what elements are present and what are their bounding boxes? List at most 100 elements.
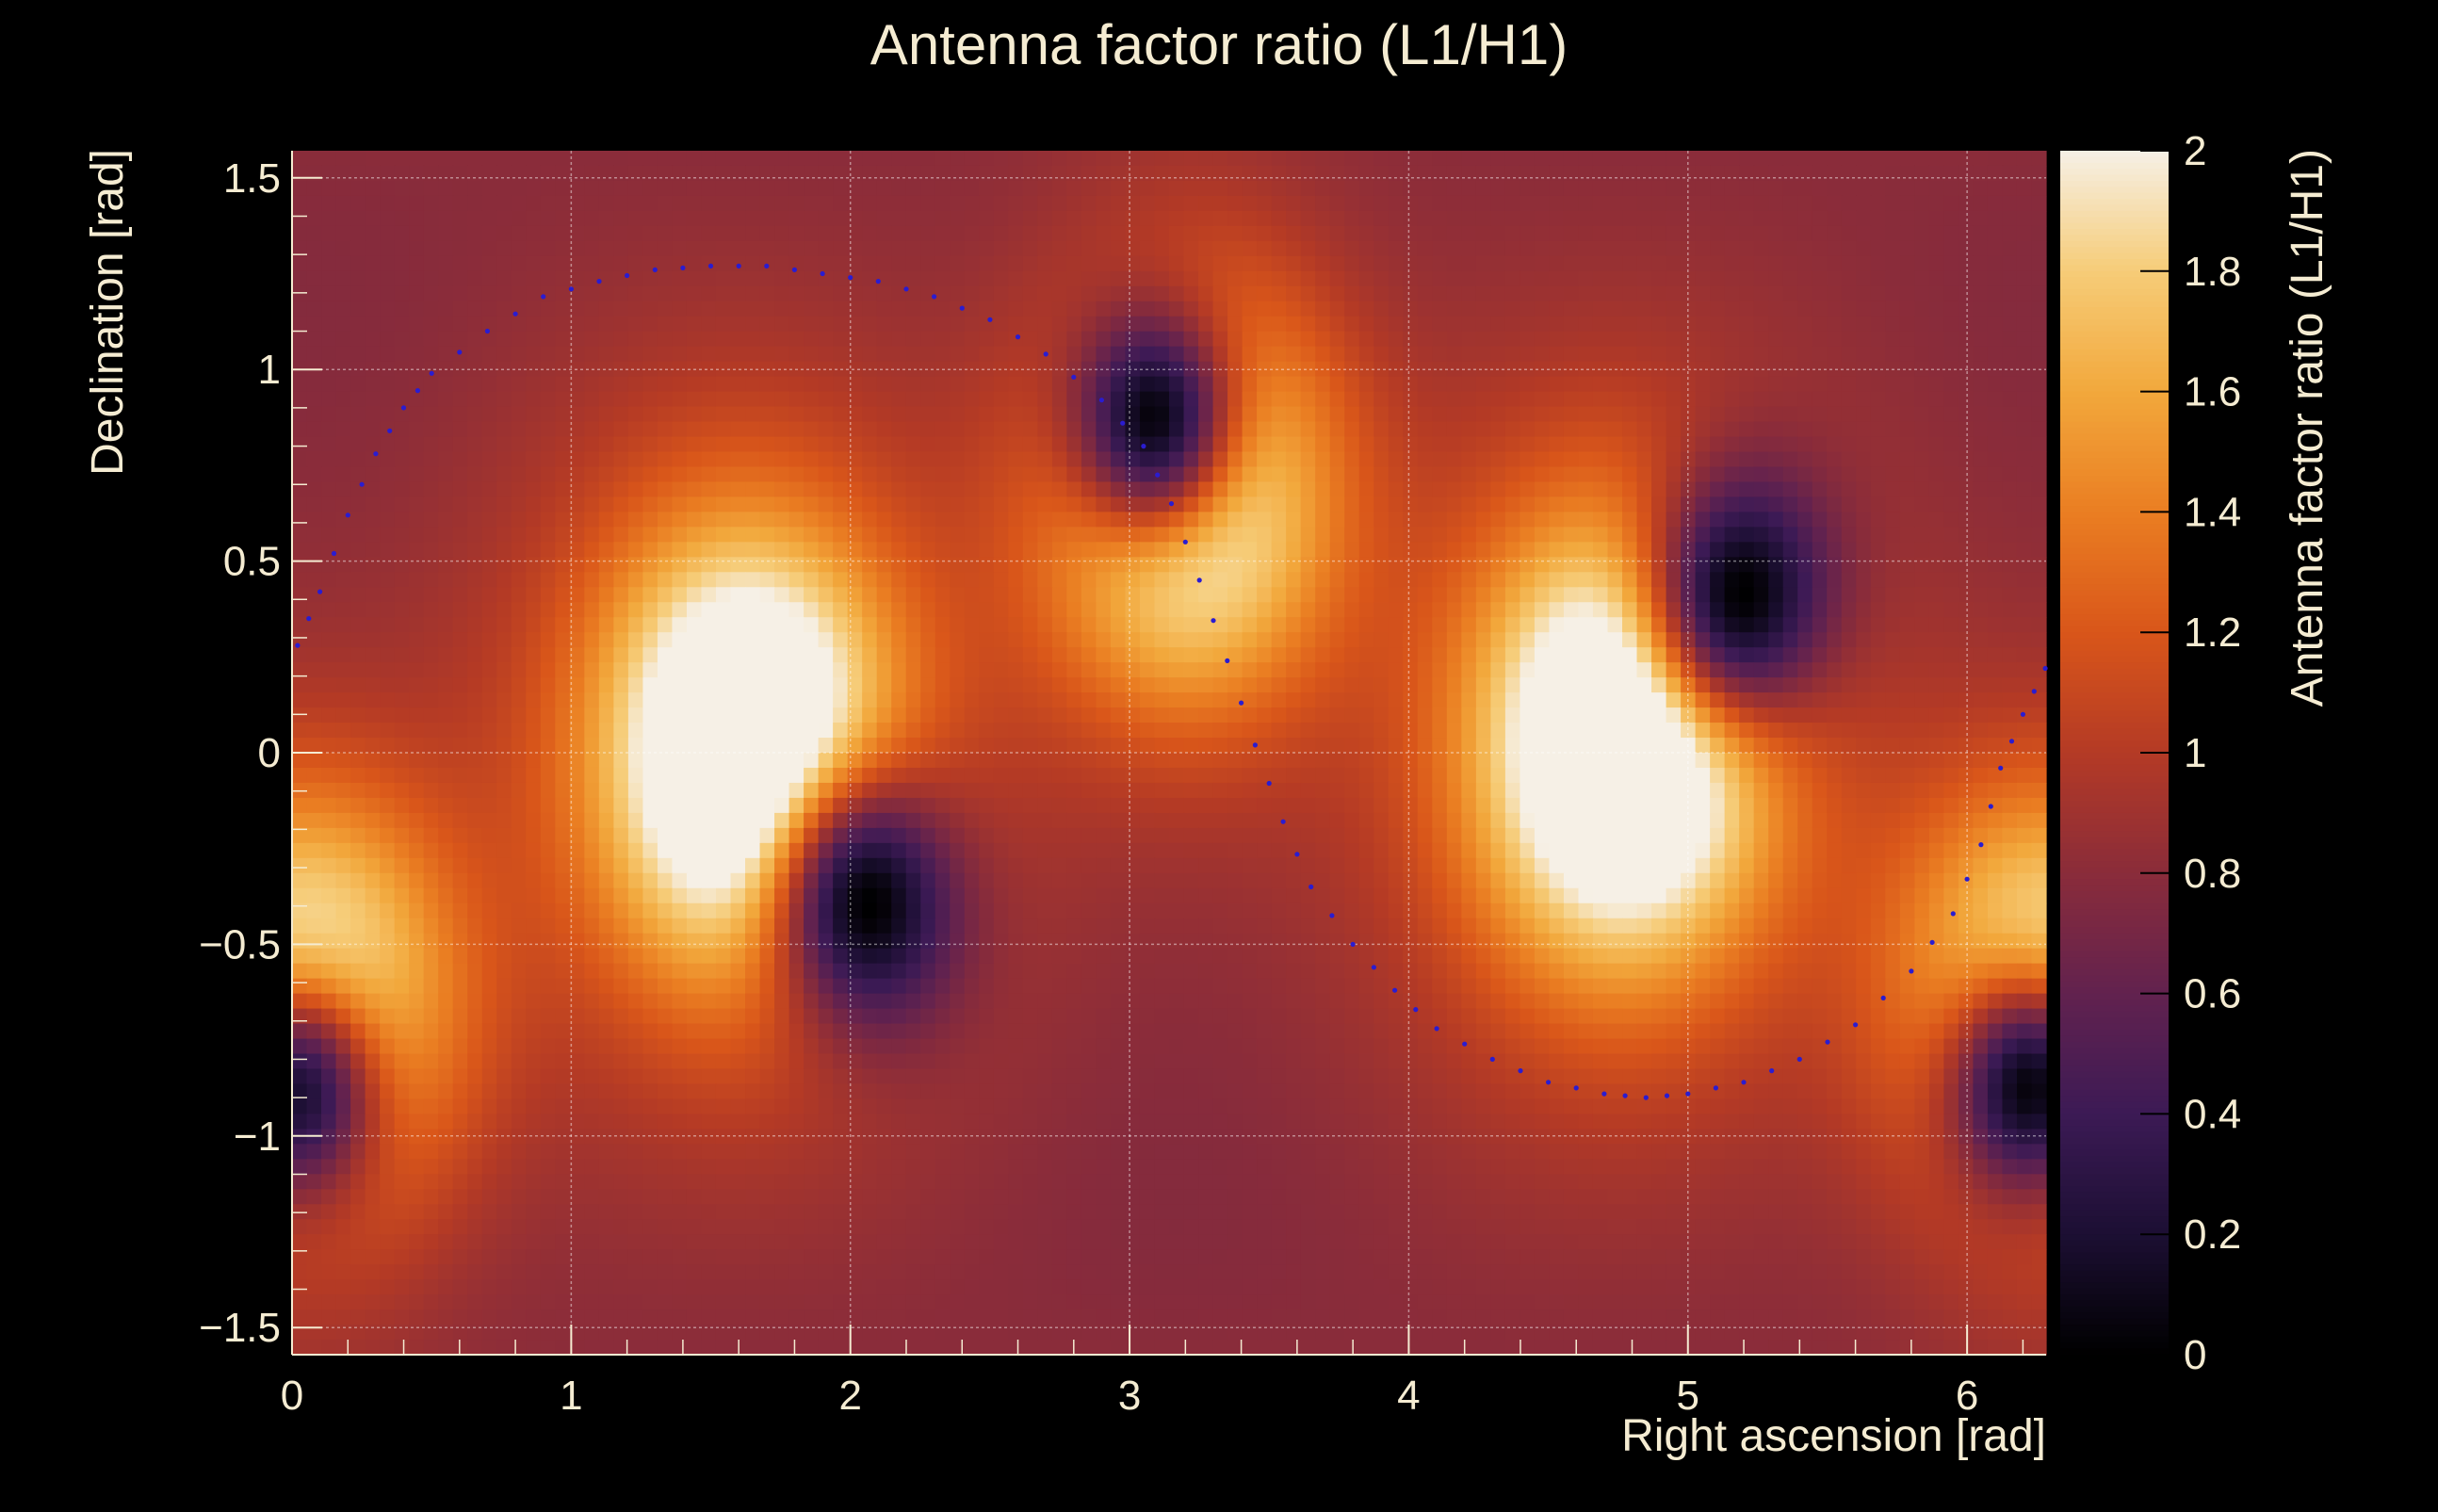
heatmap-cell [847, 647, 863, 663]
heatmap-cell [526, 180, 542, 197]
heatmap-cell [891, 512, 907, 528]
heatmap-cell [394, 692, 410, 708]
heatmap-cell [1344, 767, 1360, 784]
heatmap-cell [804, 557, 820, 573]
heatmap-cell [1958, 723, 1975, 739]
heatmap-cell [686, 572, 703, 588]
heatmap-cell [1578, 225, 1594, 242]
heatmap-cell [1490, 662, 1506, 678]
heatmap-cell [876, 240, 892, 257]
heatmap-cell [1797, 421, 1813, 438]
heatmap-cell [613, 662, 629, 678]
heatmap-cell [833, 165, 849, 182]
heatmap-cell [1461, 376, 1477, 393]
heatmap-cell [2016, 542, 2033, 558]
heatmap-cell [1549, 301, 1565, 317]
heatmap-cell [1329, 723, 1345, 739]
heatmap-cell [1695, 346, 1711, 363]
heatmap-cell [481, 632, 497, 648]
heatmap-cell [1885, 602, 1901, 618]
heatmap-cell [613, 376, 629, 393]
heatmap-cell [350, 391, 366, 408]
heatmap-cell [1271, 692, 1287, 708]
heatmap-cell [1242, 285, 1258, 302]
heatmap-cell [1520, 270, 1536, 287]
heatmap-cell [452, 466, 468, 483]
heatmap-cell [1257, 376, 1273, 393]
heatmap-cell [1987, 346, 2004, 363]
heatmap-cell [1066, 316, 1082, 333]
heatmap-cell [1344, 240, 1360, 257]
heatmap-cell [1271, 542, 1287, 558]
heatmap-cell [1388, 361, 1404, 378]
heatmap-cell [598, 165, 614, 182]
heatmap-cell [686, 707, 703, 723]
heatmap-cell [1008, 361, 1024, 378]
heatmap-cell [555, 767, 571, 784]
heatmap-cell [1592, 210, 1609, 227]
heatmap-cell [1490, 692, 1506, 708]
heatmap-cell [657, 527, 674, 543]
heatmap-cell [1286, 180, 1302, 197]
heatmap-cell [1358, 557, 1374, 573]
heatmap-cell [1622, 542, 1638, 558]
heatmap-cell [1534, 587, 1551, 603]
heatmap-cell [1827, 557, 1843, 573]
heatmap-cell [642, 753, 658, 769]
heatmap-cell [701, 391, 717, 408]
heatmap-cell [350, 270, 366, 287]
heatmap-cell [1344, 542, 1360, 558]
heatmap-cell [1315, 406, 1331, 423]
heatmap-cell [1885, 738, 1901, 754]
heatmap-cell [1329, 225, 1345, 242]
heatmap-cell [979, 767, 995, 784]
heatmap-cell [1373, 436, 1390, 453]
heatmap-cell [920, 195, 936, 212]
heatmap-cell [598, 723, 614, 739]
heatmap-cell [672, 707, 688, 723]
heatmap-cell [1257, 753, 1273, 769]
heatmap-cell [1943, 451, 1959, 468]
heatmap-cell [1504, 587, 1520, 603]
heatmap-cell [788, 692, 805, 708]
heatmap-cell [1914, 512, 1930, 528]
heatmap-cell [627, 285, 643, 302]
heatmap-cell [1432, 692, 1448, 708]
heatmap-cell [1373, 301, 1390, 317]
heatmap-cell [467, 662, 483, 678]
heatmap-cell [1885, 662, 1901, 678]
heatmap-cell [730, 391, 746, 408]
heatmap-cell [1899, 738, 1915, 754]
heatmap-cell [979, 406, 995, 423]
heatmap-cell [891, 647, 907, 663]
heatmap-cell [715, 542, 732, 558]
heatmap-cell [1286, 481, 1302, 498]
heatmap-cell [2016, 255, 2033, 272]
heatmap-cell [1651, 316, 1667, 333]
heatmap-cell [555, 285, 571, 302]
heatmap-cell [1812, 391, 1828, 408]
heatmap-cell [1768, 723, 1784, 739]
heatmap-cell [657, 557, 674, 573]
heatmap-cell [920, 557, 936, 573]
heatmap-cell [467, 617, 483, 633]
heatmap-cell [1520, 165, 1536, 182]
heatmap-cell [891, 481, 907, 498]
heatmap-cell [292, 301, 308, 317]
heatmap-cell [496, 662, 512, 678]
heatmap-cell [1081, 466, 1097, 483]
heatmap-cell [1227, 527, 1243, 543]
heatmap-cell [627, 632, 643, 648]
heatmap-cell [1797, 436, 1813, 453]
heatmap-cell [1066, 602, 1082, 618]
heatmap-cell [1271, 481, 1287, 498]
heatmap-cell [1636, 647, 1652, 663]
heatmap-cell [1475, 346, 1491, 363]
heatmap-cell [306, 436, 322, 453]
heatmap-cell [1520, 240, 1536, 257]
heatmap-cell [627, 436, 643, 453]
heatmap-cell [1841, 647, 1857, 663]
heatmap-cell [788, 677, 805, 693]
heatmap-cell [1899, 587, 1915, 603]
heatmap-cell [686, 632, 703, 648]
